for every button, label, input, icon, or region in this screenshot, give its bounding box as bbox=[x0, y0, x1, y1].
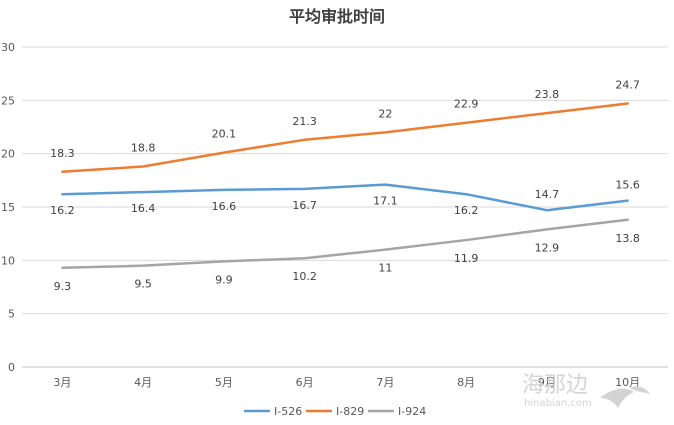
data-label: 9.3 bbox=[54, 280, 72, 293]
legend: I-526 I-829 I-924 bbox=[244, 405, 426, 418]
data-label: 10.2 bbox=[292, 270, 317, 283]
data-label: 13.8 bbox=[615, 232, 640, 245]
y-tick-label: 10 bbox=[1, 254, 15, 267]
series-line-i-924 bbox=[61, 218, 629, 270]
x-tick-label: 4月 bbox=[134, 376, 152, 389]
data-label: 9.9 bbox=[215, 273, 233, 286]
legend-label: I-829 bbox=[336, 405, 364, 418]
data-label: 18.8 bbox=[131, 141, 156, 154]
legend-label: I-924 bbox=[398, 405, 426, 418]
data-label: 16.4 bbox=[131, 202, 156, 215]
data-label: 11.9 bbox=[454, 252, 479, 265]
y-tick-label: 25 bbox=[1, 94, 15, 107]
data-label: 11 bbox=[378, 262, 392, 275]
x-tick-label: 6月 bbox=[296, 376, 314, 389]
x-tick-label: 10月 bbox=[615, 376, 640, 389]
watermark: 海那边 hinabian.com bbox=[522, 373, 650, 409]
data-label: 23.8 bbox=[535, 88, 560, 101]
data-label: 16.7 bbox=[292, 199, 317, 212]
y-tick-label: 20 bbox=[1, 148, 15, 161]
data-label: 21.3 bbox=[292, 115, 317, 128]
series-line-i-526 bbox=[61, 183, 629, 212]
series-lines bbox=[61, 102, 629, 270]
gridlines bbox=[22, 46, 668, 368]
data-labels: 16.2 16.4 16.6 16.7 17.1 16.2 14.7 15.6 18.3 18.8… bbox=[50, 79, 640, 293]
y-tick-label: 0 bbox=[8, 361, 15, 374]
watermark-text: 海那边 bbox=[522, 373, 588, 398]
chart-title: 平均审批时间 bbox=[289, 7, 385, 26]
data-label: 15.6 bbox=[615, 179, 640, 192]
x-tick-label: 9月 bbox=[538, 376, 556, 389]
y-axis: 0 5 10 15 20 25 30 bbox=[1, 41, 15, 374]
y-tick-label: 15 bbox=[1, 201, 15, 214]
data-label: 17.1 bbox=[373, 195, 398, 208]
data-label: 16.6 bbox=[212, 200, 237, 213]
data-label: 16.2 bbox=[50, 204, 75, 217]
data-label: 20.1 bbox=[212, 128, 237, 141]
data-label: 18.3 bbox=[50, 147, 75, 160]
x-tick-label: 5月 bbox=[215, 376, 233, 389]
y-tick-label: 30 bbox=[1, 41, 15, 54]
series-line-i-829 bbox=[61, 102, 629, 174]
x-tick-label: 7月 bbox=[376, 376, 394, 389]
data-label: 12.9 bbox=[535, 241, 560, 254]
data-label: 22 bbox=[378, 107, 392, 120]
data-label: 16.2 bbox=[454, 204, 479, 217]
bird-logo-icon bbox=[600, 386, 650, 408]
x-tick-label: 3月 bbox=[53, 376, 71, 389]
data-label: 14.7 bbox=[535, 188, 560, 201]
legend-label: I-526 bbox=[274, 405, 302, 418]
y-tick-label: 5 bbox=[8, 308, 15, 321]
x-axis: 3月 4月 5月 6月 7月 8月 9月 10月 bbox=[53, 376, 640, 389]
data-label: 22.9 bbox=[454, 98, 479, 111]
watermark-subtext: hinabian.com bbox=[524, 398, 592, 409]
data-label: 9.5 bbox=[134, 278, 152, 291]
x-tick-label: 8月 bbox=[457, 376, 475, 389]
data-label: 24.7 bbox=[615, 79, 640, 92]
